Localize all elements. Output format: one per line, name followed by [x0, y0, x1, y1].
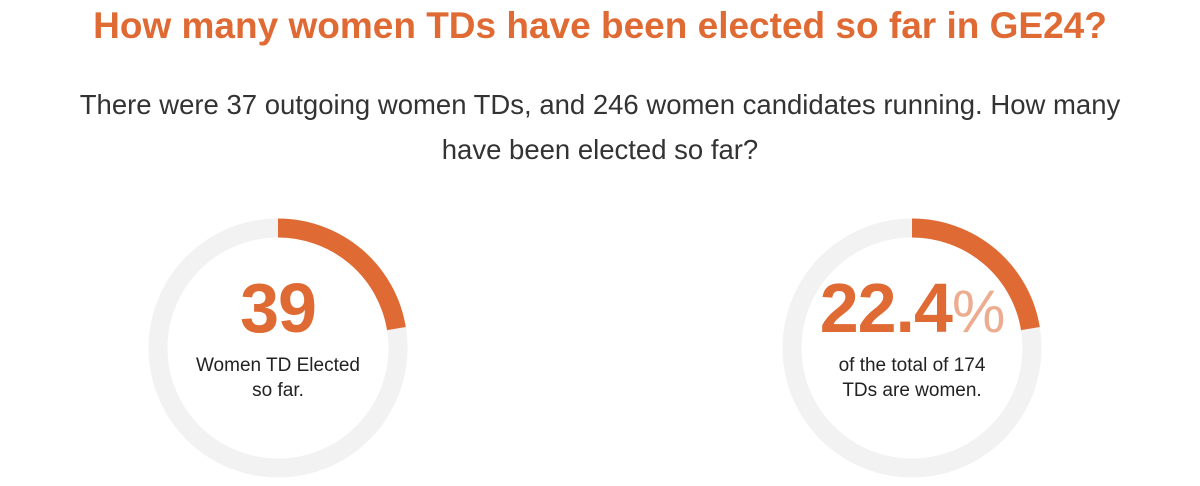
- women-elected-gauge: 39 Women TD Elected so far.: [148, 218, 408, 478]
- gauge-progress-arc: [148, 218, 408, 478]
- women-elected-count: 39: [240, 269, 317, 347]
- subtitle-line: have been elected so far?: [441, 134, 759, 165]
- percent-sign: %: [951, 278, 1005, 345]
- caption-line: of the total of 174: [838, 355, 986, 376]
- page-subtitle: There were 37 outgoing women TDs, and 24…: [0, 82, 1200, 172]
- women-elected-caption: Women TD Elected so far.: [148, 353, 408, 403]
- caption-line: Women TD Elected: [195, 355, 361, 376]
- women-share-ring: [782, 218, 1042, 478]
- gauge-progress-arc: [782, 218, 1042, 478]
- subtitle-line: There were 37 outgoing women TDs, and 24…: [79, 89, 1121, 120]
- caption-line: TDs are women.: [842, 380, 982, 401]
- women-share-gauge: 22.4% of the total of 174 TDs are women.: [782, 218, 1042, 478]
- page-title: How many women TDs have been elected so …: [93, 5, 1107, 46]
- women-share-percent: 22.4%: [782, 268, 1042, 352]
- caption-line: so far.: [252, 380, 304, 401]
- women-elected-ring: [148, 218, 408, 478]
- percent-number: 22.4: [819, 269, 953, 347]
- women-share-caption: of the total of 174 TDs are women.: [782, 353, 1042, 403]
